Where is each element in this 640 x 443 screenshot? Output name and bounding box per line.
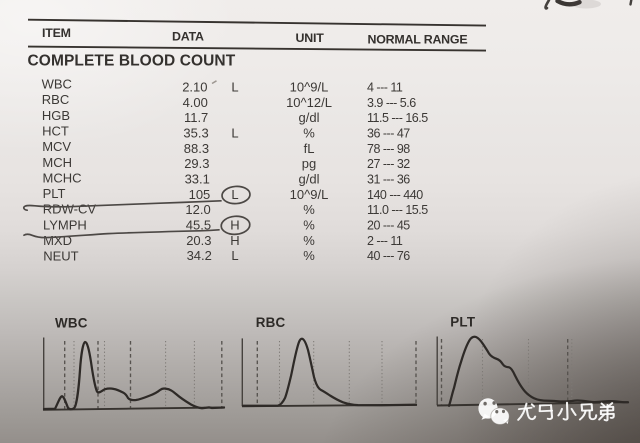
svg-text:MCHC: MCHC [43,170,82,185]
svg-text:12.0: 12.0 [185,202,210,217]
svg-text:20 --- 45: 20 --- 45 [367,219,410,233]
svg-text:33.1: 33.1 [185,172,210,187]
svg-text:fL: fL [304,141,315,156]
svg-text:NORMAL RANGE: NORMAL RANGE [368,33,468,47]
svg-text:ITEM: ITEM [42,26,71,40]
svg-text:10^9/L: 10^9/L [290,187,329,202]
svg-text:35.3: 35.3 [183,126,208,141]
svg-text:2.10: 2.10 [182,80,207,95]
svg-text:DATA: DATA [172,29,204,43]
svg-text:RBC: RBC [42,92,69,107]
svg-text:3.9 --- 5.6: 3.9 --- 5.6 [367,96,416,110]
svg-text:11.7: 11.7 [184,110,208,125]
svg-text:2 --- 11: 2 --- 11 [367,234,403,248]
svg-text:%: % [303,126,315,141]
svg-text:L: L [231,248,238,263]
svg-text:140 --- 440: 140 --- 440 [367,188,423,202]
svg-text:g/dl: g/dl [299,172,320,187]
svg-text:MXD: MXD [43,233,72,248]
svg-text:pg: pg [302,156,316,171]
svg-text:UNIT: UNIT [296,31,325,45]
svg-text:10^12/L: 10^12/L [286,95,332,110]
svg-text:NEUT: NEUT [43,249,78,264]
svg-text:HGB: HGB [42,108,70,123]
svg-text:10^9/L: 10^9/L [290,80,329,95]
svg-text:11.5 --- 16.5: 11.5 --- 16.5 [367,111,428,125]
svg-text:36 --- 47: 36 --- 47 [367,127,410,141]
svg-text:MCV: MCV [42,139,71,154]
svg-text:RDW-CV: RDW-CV [43,202,97,217]
svg-text:45.5: 45.5 [186,218,211,233]
svg-text:L: L [231,187,238,202]
svg-text:RBC: RBC [256,315,286,330]
svg-text:88.3: 88.3 [184,141,209,156]
svg-text:40 --- 76: 40 --- 76 [367,249,410,263]
svg-text:%: % [303,218,315,233]
svg-text:L: L [231,126,238,141]
svg-text:COMPLETE BLOOD COUNT: COMPLETE BLOOD COUNT [28,52,236,69]
svg-text:105: 105 [189,187,211,202]
svg-text:H: H [230,233,239,248]
svg-text:MCH: MCH [42,155,72,170]
svg-text:WBC: WBC [55,315,88,330]
svg-text:4.00: 4.00 [183,95,208,110]
svg-text:HCT: HCT [42,124,69,139]
svg-text:%: % [303,233,315,248]
svg-text:20.3: 20.3 [186,233,211,248]
svg-text:78 --- 98: 78 --- 98 [367,142,410,156]
svg-text:LYMPH: LYMPH [43,217,87,232]
svg-text:11.0 --- 15.5: 11.0 --- 15.5 [367,203,428,217]
svg-text:L: L [231,80,238,95]
svg-text:H: H [230,218,239,233]
svg-text:27 --- 32: 27 --- 32 [367,157,410,171]
svg-text:4 --- 11: 4 --- 11 [367,81,403,95]
svg-text:g/dl: g/dl [299,110,320,125]
svg-text:34.2: 34.2 [187,248,212,263]
svg-text:31 --- 36: 31 --- 36 [367,173,410,187]
svg-text:WBC: WBC [42,77,72,92]
svg-text:%: % [303,202,315,217]
svg-text:29.3: 29.3 [184,156,209,171]
svg-text:PLT: PLT [43,186,66,201]
svg-text:%: % [303,248,315,263]
svg-text:PLT: PLT [450,314,476,329]
